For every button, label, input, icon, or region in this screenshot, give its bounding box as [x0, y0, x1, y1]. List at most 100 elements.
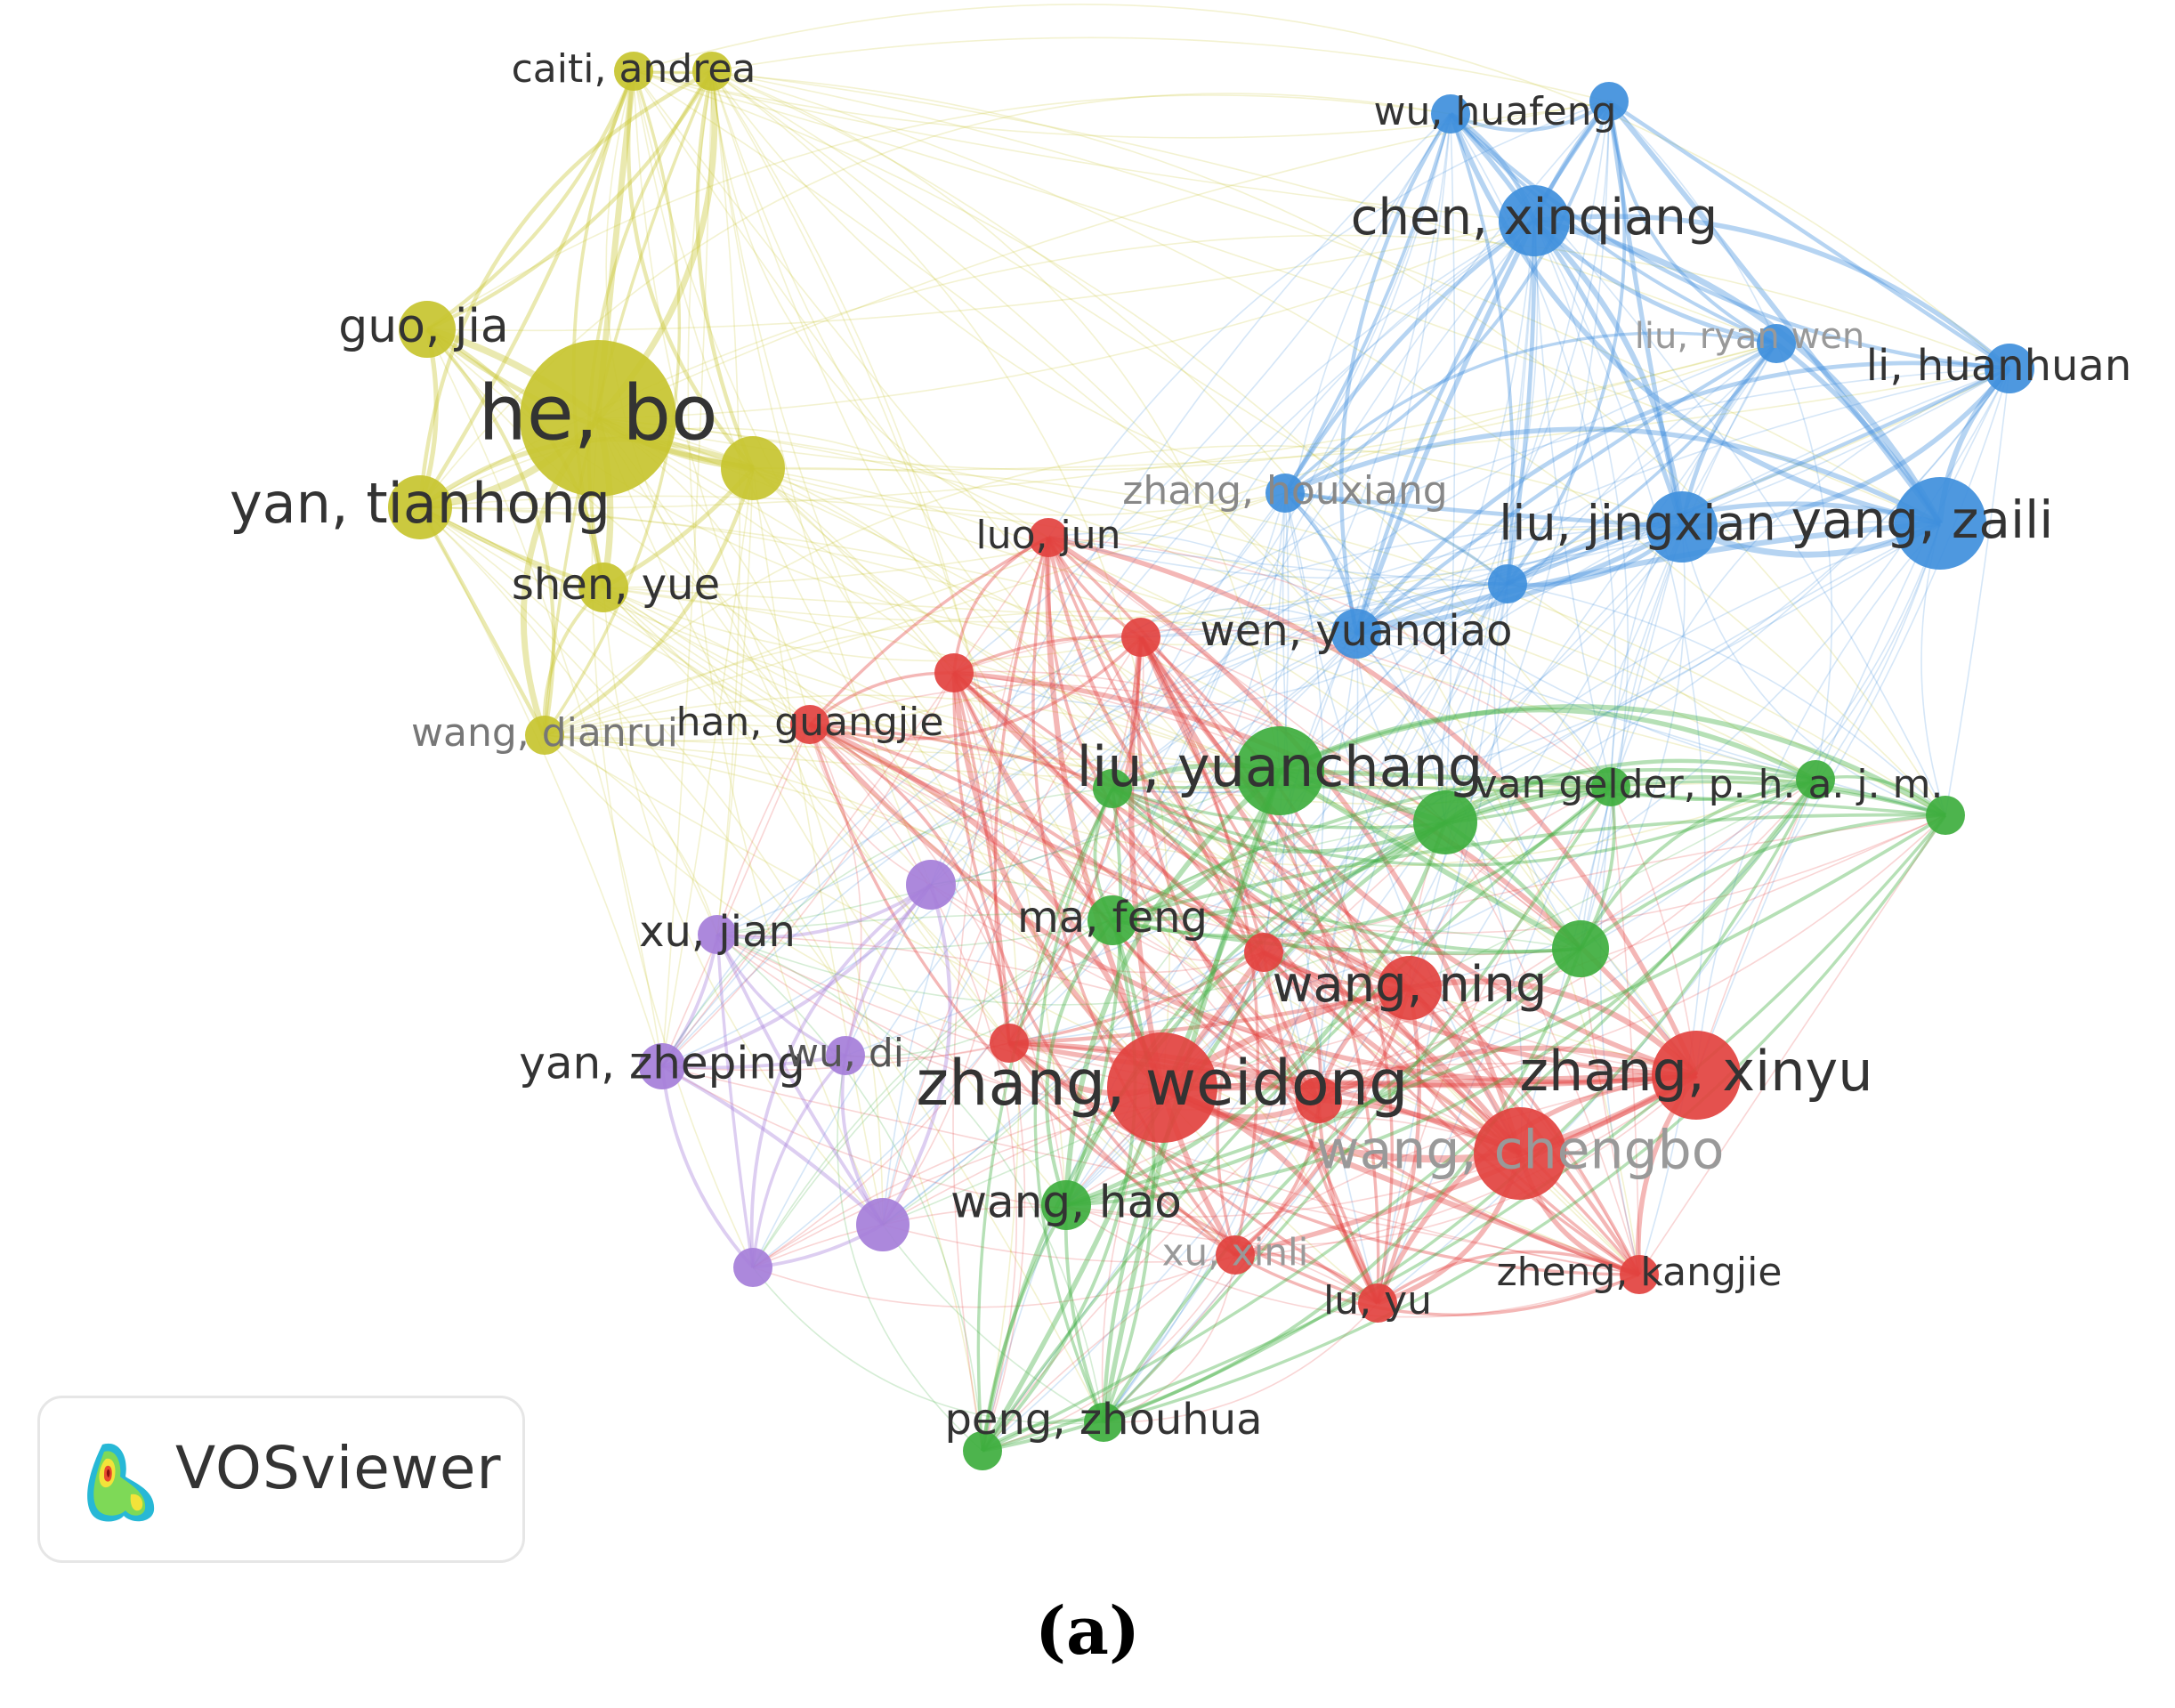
co-authorship-link — [1375, 987, 1421, 1304]
author-node-yan-tianhong[interactable] — [388, 475, 452, 539]
co-authorship-link — [1444, 113, 1456, 823]
co-authorship-link — [1409, 220, 1535, 989]
author-node-purple-c[interactable] — [733, 1248, 772, 1287]
co-authorship-link — [1161, 1071, 1697, 1092]
author-node-zhang-weidong[interactable] — [1107, 1032, 1217, 1143]
co-authorship-link — [1505, 220, 1537, 585]
co-authorship-link — [661, 1065, 1640, 1275]
author-node-lu-yu[interactable] — [1358, 1283, 1397, 1323]
co-authorship-link — [661, 70, 713, 1067]
author-node-green-a[interactable] — [1093, 769, 1132, 808]
author-node-luo-jun[interactable] — [1029, 518, 1068, 557]
co-authorship-link — [597, 417, 1411, 989]
author-node-red-e[interactable] — [1296, 1077, 1342, 1123]
author-node-liu-ryan-wen[interactable] — [1757, 324, 1796, 363]
co-authorship-link — [1580, 948, 1640, 1275]
co-authorship-link — [1409, 583, 1508, 989]
author-node-peng-zhouhua[interactable] — [1084, 1403, 1123, 1442]
author-node-red-d[interactable] — [990, 1024, 1029, 1063]
author-node-green-d[interactable] — [1926, 796, 1965, 835]
author-node-van-gelder[interactable] — [1591, 767, 1630, 806]
author-node-li-huanhuan[interactable] — [1985, 344, 2034, 393]
co-authorship-link — [1355, 633, 1612, 788]
author-node-caiti-2[interactable] — [692, 52, 732, 91]
co-authorship-link — [1102, 919, 1156, 1423]
author-node-he-bo[interactable] — [520, 340, 676, 497]
author-node-zhang-houxiang[interactable] — [1265, 474, 1305, 513]
co-authorship-link — [953, 635, 1142, 675]
author-node-wang-chengbo[interactable] — [1474, 1107, 1566, 1200]
author-node-green-c[interactable] — [1796, 760, 1835, 799]
co-authorship-link — [752, 467, 884, 1226]
co-authorship-link — [1112, 113, 1451, 921]
co-authorship-link — [661, 467, 754, 1067]
co-authorship-link — [1507, 367, 2010, 586]
author-node-liu-jingxian[interactable] — [1646, 491, 1718, 563]
co-authorship-link — [544, 734, 1379, 1304]
co-authorship-link — [716, 934, 983, 1452]
author-node-guo-jia[interactable] — [399, 301, 456, 358]
author-node-liu-yuanchang[interactable] — [1235, 726, 1324, 815]
author-node-purple-a[interactable] — [906, 860, 956, 910]
author-node-zhang-xinyu[interactable] — [1652, 1031, 1741, 1120]
figure-caption: (a) — [1035, 1593, 1140, 1670]
author-node-chen-xinqiang[interactable] — [1499, 185, 1570, 256]
co-authorship-link — [1263, 814, 1946, 953]
author-node-xu-jian[interactable] — [698, 915, 737, 954]
author-node-wu-huafeng-2[interactable] — [1589, 82, 1629, 121]
author-node-shen-yue[interactable] — [578, 563, 628, 612]
co-authorship-link — [597, 101, 1610, 419]
author-node-xu-xinli[interactable] — [1216, 1235, 1255, 1275]
author-node-green-f[interactable] — [963, 1431, 1002, 1470]
author-node-yan-zheping[interactable] — [639, 1043, 685, 1089]
author-node-ma-feng[interactable] — [1088, 895, 1137, 945]
author-node-green-e[interactable] — [1552, 920, 1609, 977]
author-node-red-b[interactable] — [934, 653, 974, 692]
author-node-zheng-kangjie[interactable] — [1620, 1255, 1659, 1294]
author-label-chen-xinqiang: chen, xinqiang — [1351, 189, 1718, 247]
co-authorship-link — [1318, 522, 1941, 1101]
co-authorship-link — [1161, 814, 1946, 1089]
author-node-wang-ning[interactable] — [1378, 956, 1442, 1020]
co-authorship-link — [425, 70, 635, 331]
co-authorship-link — [1263, 492, 1290, 953]
co-authorship-link — [1008, 770, 1281, 1044]
co-authorship-link — [716, 934, 1163, 1089]
author-node-caiti-andrea[interactable] — [614, 52, 653, 91]
co-authorship-link — [1047, 531, 1357, 635]
co-authorship-link — [425, 328, 556, 736]
author-node-purple-b[interactable] — [856, 1198, 910, 1251]
author-node-yellow-hub[interactable] — [721, 436, 785, 500]
co-authorship-link — [417, 69, 713, 508]
co-authorship-link — [544, 734, 1640, 1275]
author-node-wu-huafeng[interactable] — [1431, 94, 1470, 134]
author-node-red-a[interactable] — [1121, 618, 1160, 657]
co-authorship-link — [1533, 220, 1612, 788]
co-authorship-link — [544, 734, 1612, 788]
co-authorship-link — [1111, 787, 1581, 953]
co-authorship-link — [1047, 526, 1683, 579]
co-authorship-link — [1610, 780, 1946, 817]
co-authorship-link — [633, 70, 1357, 635]
author-node-blue-small[interactable] — [1488, 564, 1527, 603]
author-node-wu-di[interactable] — [826, 1036, 865, 1075]
author-node-wang-dianrui[interactable] — [525, 716, 564, 755]
author-label-han-guangjie: han, guangjie — [676, 700, 944, 745]
author-label-peng-zhouhua: peng, zhouhua — [944, 1395, 1262, 1445]
co-authorship-link — [597, 417, 1067, 1206]
co-authorship-link — [952, 537, 1049, 1452]
author-label-wang-dianrui: wang, dianrui — [411, 710, 678, 756]
author-node-yang-zaili[interactable] — [1894, 477, 1986, 570]
author-node-han-guangjie[interactable] — [790, 705, 829, 744]
co-authorship-link — [752, 636, 1142, 1268]
author-node-wen-yuanqiao[interactable] — [1331, 609, 1381, 659]
co-authorship-link — [426, 220, 1535, 332]
co-authorship-link — [571, 70, 635, 588]
author-node-red-c[interactable] — [1244, 933, 1283, 972]
co-authorship-link — [661, 1064, 885, 1226]
co-authorship-link — [602, 587, 1320, 1101]
author-node-wang-hao[interactable] — [1041, 1180, 1091, 1230]
co-authorship-link — [1103, 987, 1411, 1423]
author-node-green-b[interactable] — [1413, 790, 1477, 854]
co-authorship-link — [716, 934, 885, 1226]
